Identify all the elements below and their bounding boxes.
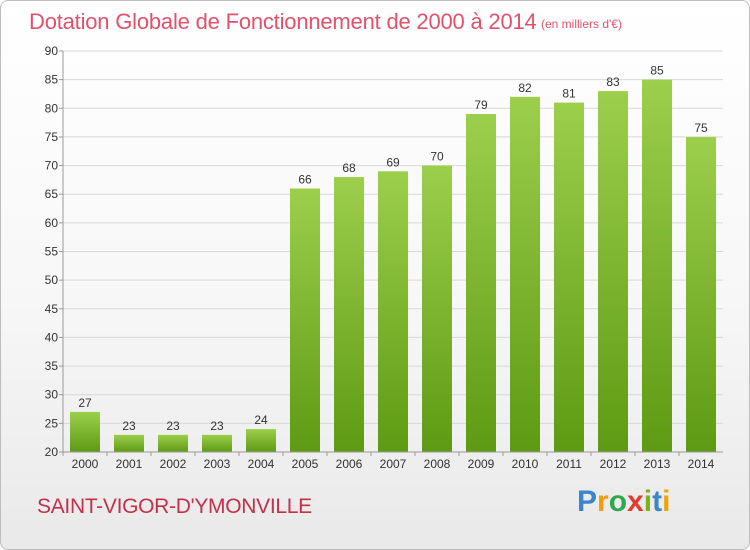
logo-letter: i	[662, 485, 671, 518]
axes	[59, 50, 723, 456]
y-tick-label: 90	[45, 44, 59, 58]
data-label: 66	[298, 172, 312, 186]
data-label: 85	[650, 64, 664, 78]
data-label: 68	[342, 161, 356, 175]
logo-letter: r	[597, 485, 609, 518]
x-tick-label: 2008	[424, 457, 451, 471]
data-label: 70	[430, 150, 444, 164]
x-tick-label: 2001	[116, 457, 143, 471]
bar-2007	[378, 171, 408, 453]
data-label: 79	[474, 98, 488, 112]
data-label: 75	[694, 121, 708, 135]
bar-2013	[642, 79, 672, 453]
bar-2003	[202, 434, 232, 452]
bar-2008	[422, 165, 452, 453]
bar-2009	[466, 114, 496, 452]
bar-2001	[114, 434, 144, 452]
logo-letter: x	[627, 485, 644, 518]
data-label: 23	[122, 419, 136, 433]
logo-letter: t	[652, 485, 663, 518]
y-tick-label: 50	[45, 273, 59, 287]
bars	[70, 79, 716, 453]
bar-2010	[510, 96, 540, 452]
x-tick-label: 2002	[160, 457, 187, 471]
y-tick-label: 60	[45, 216, 59, 230]
bar-2014	[686, 136, 716, 452]
data-label: 69	[386, 155, 400, 169]
y-tick-label: 45	[45, 302, 59, 316]
x-tick-label: 2005	[292, 457, 319, 471]
logo-letter: i	[643, 485, 653, 518]
data-label: 81	[562, 87, 576, 101]
x-tick-label: 2012	[600, 457, 627, 471]
data-label: 23	[210, 419, 224, 433]
data-label: 82	[518, 81, 532, 95]
labels: 20 25 30 35 40 45 50 55 60 65 70 75 80 85 90 27 2000 23 20…	[45, 44, 715, 471]
x-tick-label: 2010	[512, 457, 539, 471]
y-tick-label: 40	[45, 330, 59, 344]
bar-2012	[598, 91, 628, 452]
y-tick-label: 75	[45, 130, 59, 144]
x-tick-label: 2014	[688, 457, 715, 471]
logo-letter: o	[608, 485, 628, 518]
chart-title: Dotation Globale de Fonctionnement de 20…	[29, 9, 537, 34]
y-tick-label: 35	[45, 359, 59, 373]
bar-2006	[334, 177, 364, 452]
x-tick-label: 2000	[72, 457, 99, 471]
y-tick-label: 80	[45, 101, 59, 115]
y-tick-label: 25	[45, 416, 59, 430]
data-label: 27	[78, 396, 92, 410]
y-tick-label: 85	[45, 73, 59, 87]
chart-subtitle: (en milliers d'€)	[541, 17, 622, 31]
bar-2002	[158, 434, 188, 452]
x-tick-label: 2003	[204, 457, 231, 471]
y-tick-label: 55	[45, 245, 59, 259]
x-tick-label: 2007	[380, 457, 407, 471]
commune-name: SAINT-VIGOR-D'YMONVILLE	[37, 495, 312, 518]
data-label: 24	[254, 413, 268, 427]
y-tick-label: 20	[45, 445, 59, 459]
data-label: 23	[166, 419, 180, 433]
y-tick-label: 30	[45, 388, 59, 402]
bar-2011	[554, 102, 584, 453]
data-label: 83	[606, 75, 620, 89]
y-tick-label: 70	[45, 159, 59, 173]
x-tick-label: 2011	[556, 457, 582, 471]
bar-2004	[246, 429, 276, 452]
proxiti-logo: Proxiti	[577, 485, 670, 519]
bar-2005	[290, 188, 320, 452]
x-tick-label: 2013	[644, 457, 671, 471]
y-tick-label: 65	[45, 187, 59, 201]
x-tick-label: 2009	[468, 457, 495, 471]
logo-letter: P	[577, 485, 598, 518]
x-tick-label: 2004	[248, 457, 275, 471]
x-tick-label: 2006	[336, 457, 363, 471]
bar-2000	[70, 411, 100, 452]
